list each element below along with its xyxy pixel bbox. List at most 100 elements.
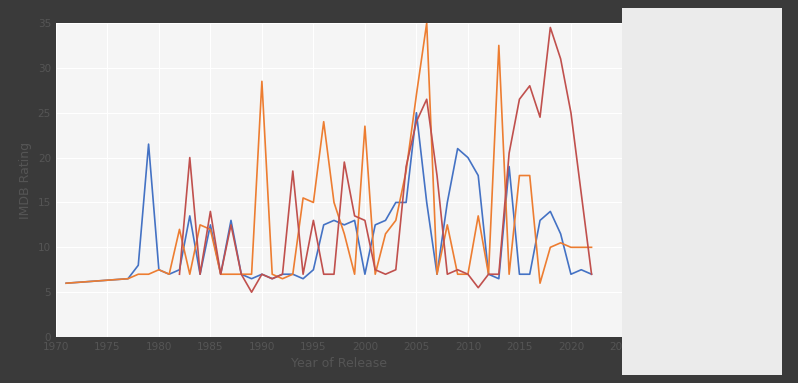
Morgan Freeman bbox=[185, 272, 195, 277]
Morgan Freeman bbox=[144, 272, 153, 277]
Nicolas Cage bbox=[339, 160, 349, 164]
Meryl Streep bbox=[494, 277, 504, 281]
Meryl Streep bbox=[226, 218, 235, 223]
Morgan Freeman bbox=[391, 218, 401, 223]
Meryl Streep bbox=[257, 272, 267, 277]
Morgan Freeman bbox=[278, 277, 287, 281]
Meryl Streep bbox=[339, 223, 349, 227]
Meryl Streep bbox=[330, 218, 339, 223]
Nicolas Cage bbox=[330, 272, 339, 277]
Morgan Freeman bbox=[401, 169, 411, 173]
Meryl Streep bbox=[452, 146, 462, 151]
Nicolas Cage bbox=[566, 110, 575, 115]
Nicolas Cage bbox=[309, 218, 318, 223]
Morgan Freeman bbox=[422, 21, 432, 25]
Meryl Streep bbox=[278, 272, 287, 277]
Nicolas Cage bbox=[484, 272, 493, 277]
Morgan Freeman bbox=[164, 272, 174, 277]
Morgan Freeman bbox=[463, 272, 472, 277]
Meryl Streep bbox=[309, 267, 318, 272]
Morgan Freeman bbox=[433, 272, 442, 277]
Nicolas Cage bbox=[319, 272, 329, 277]
Morgan Freeman bbox=[206, 227, 215, 232]
Nicolas Cage bbox=[370, 267, 380, 272]
Morgan Freeman bbox=[123, 277, 132, 281]
Nicolas Cage bbox=[298, 272, 308, 277]
Meryl Streep bbox=[463, 155, 472, 160]
Morgan Freeman bbox=[546, 245, 555, 250]
Morgan Freeman bbox=[236, 272, 246, 277]
Nicolas Cage bbox=[391, 267, 401, 272]
Morgan Freeman bbox=[226, 272, 235, 277]
Nicolas Cage bbox=[401, 164, 411, 169]
Morgan Freeman bbox=[247, 272, 256, 277]
Nicolas Cage bbox=[556, 57, 566, 61]
Morgan Freeman bbox=[288, 272, 298, 277]
Morgan Freeman bbox=[535, 281, 545, 285]
Morgan Freeman bbox=[381, 232, 390, 236]
Nicolas Cage bbox=[433, 173, 442, 178]
Morgan Freeman bbox=[412, 92, 421, 97]
Meryl Streep bbox=[185, 214, 195, 218]
Nicolas Cage bbox=[587, 272, 596, 277]
Morgan Freeman bbox=[443, 223, 452, 227]
Morgan Freeman bbox=[339, 232, 349, 236]
Morgan Freeman bbox=[330, 200, 339, 205]
Morgan Freeman bbox=[298, 196, 308, 200]
Nicolas Cage bbox=[515, 97, 524, 101]
Morgan Freeman bbox=[196, 223, 205, 227]
Meryl Streep bbox=[123, 277, 132, 281]
Nicolas Cage bbox=[504, 151, 514, 155]
Nicolas Cage bbox=[576, 191, 586, 196]
Nicolas Cage bbox=[535, 115, 545, 119]
Nicolas Cage bbox=[422, 97, 432, 101]
Nicolas Cage bbox=[350, 214, 359, 218]
Meryl Streep bbox=[247, 277, 256, 281]
Meryl Streep bbox=[61, 281, 71, 285]
Legend: Meryl Streep, Morgan Freeman, Nicolas Cage: Meryl Streep, Morgan Freeman, Nicolas Ca… bbox=[634, 23, 764, 98]
Meryl Streep bbox=[267, 277, 277, 281]
Nicolas Cage bbox=[463, 272, 472, 277]
Nicolas Cage bbox=[412, 119, 421, 124]
Nicolas Cage bbox=[216, 272, 226, 277]
Meryl Streep bbox=[381, 218, 390, 223]
Meryl Streep bbox=[587, 272, 596, 277]
Meryl Streep bbox=[566, 272, 575, 277]
Morgan Freeman bbox=[515, 173, 524, 178]
Nicolas Cage bbox=[288, 169, 298, 173]
Meryl Streep bbox=[319, 223, 329, 227]
Meryl Streep bbox=[133, 263, 143, 268]
Line: Nicolas Cage: Nicolas Cage bbox=[180, 28, 591, 292]
Nicolas Cage bbox=[206, 209, 215, 214]
Meryl Streep bbox=[154, 267, 164, 272]
Nicolas Cage bbox=[381, 272, 390, 277]
Morgan Freeman bbox=[360, 124, 369, 128]
Meryl Streep bbox=[175, 267, 184, 272]
Nicolas Cage bbox=[257, 272, 267, 277]
Morgan Freeman bbox=[133, 272, 143, 277]
Meryl Streep bbox=[164, 272, 174, 277]
Nicolas Cage bbox=[175, 272, 184, 277]
Meryl Streep bbox=[288, 272, 298, 277]
Morgan Freeman bbox=[267, 272, 277, 277]
Morgan Freeman bbox=[484, 272, 493, 277]
Meryl Streep bbox=[391, 200, 401, 205]
Meryl Streep bbox=[370, 223, 380, 227]
Morgan Freeman bbox=[576, 245, 586, 250]
Morgan Freeman bbox=[473, 214, 483, 218]
Meryl Streep bbox=[360, 272, 369, 277]
Morgan Freeman bbox=[257, 79, 267, 83]
Morgan Freeman bbox=[452, 272, 462, 277]
Nicolas Cage bbox=[360, 218, 369, 223]
Meryl Streep bbox=[401, 200, 411, 205]
Morgan Freeman bbox=[154, 267, 164, 272]
Meryl Streep bbox=[535, 218, 545, 223]
Nicolas Cage bbox=[185, 155, 195, 160]
Morgan Freeman bbox=[309, 200, 318, 205]
Meryl Streep bbox=[422, 200, 432, 205]
Nicolas Cage bbox=[443, 272, 452, 277]
Nicolas Cage bbox=[236, 272, 246, 277]
Morgan Freeman bbox=[566, 245, 575, 250]
Morgan Freeman bbox=[350, 272, 359, 277]
X-axis label: Year of Release: Year of Release bbox=[291, 357, 387, 370]
